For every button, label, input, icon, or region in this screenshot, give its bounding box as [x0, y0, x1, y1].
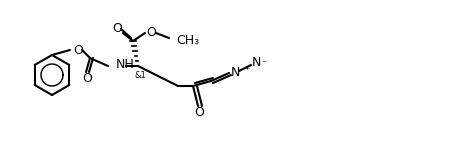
Text: O: O [73, 43, 83, 56]
Text: O: O [82, 73, 92, 86]
Text: ⁺: ⁺ [244, 66, 249, 76]
Text: CH₃: CH₃ [175, 34, 199, 47]
Text: N: N [251, 56, 260, 69]
Text: NH: NH [116, 58, 134, 71]
Text: O: O [194, 106, 204, 119]
Text: ⁻: ⁻ [261, 59, 266, 69]
Text: N: N [230, 67, 239, 80]
Text: O: O [112, 22, 122, 34]
Text: &1: &1 [134, 71, 145, 80]
Text: O: O [146, 26, 156, 39]
